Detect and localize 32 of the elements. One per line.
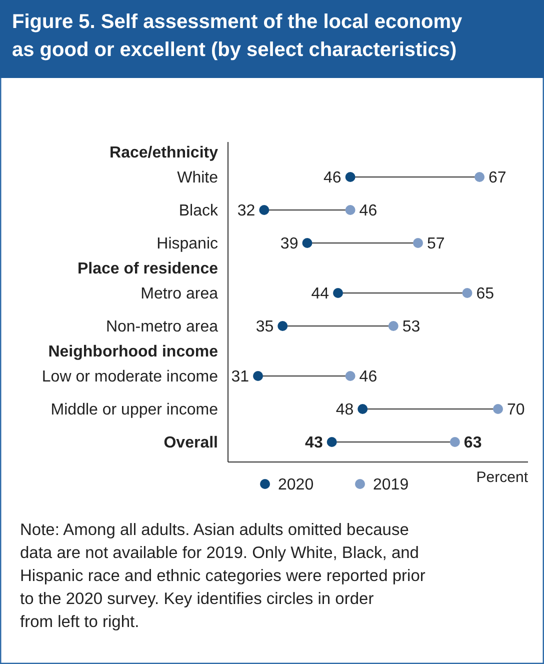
legend-label: 2020	[278, 476, 314, 494]
y-tick-label: Place of residence	[77, 260, 218, 278]
data-label: 32	[237, 202, 256, 220]
data-label: 31	[231, 368, 250, 386]
legend-label: 2019	[373, 476, 409, 494]
data-label: 46	[324, 170, 342, 187]
data-label: 35	[256, 318, 274, 336]
data-label: 48	[336, 402, 354, 419]
data-label: 46	[359, 202, 378, 220]
y-tick-label: Black	[178, 202, 219, 220]
data-label: 70	[507, 402, 525, 419]
data-label: 39	[280, 236, 298, 253]
data-label: 65	[476, 286, 494, 303]
data-label: 43	[305, 434, 323, 452]
text: Note: Among all adults. Asian adults omitted because data are not available for 2019. Only White, Black, and Hispanic race and ethnic categories were reported prior to the 2020 survey. Key identifies circles in order from left to right.	[20, 521, 426, 631]
data-label: 44	[311, 286, 330, 303]
y-tick-label: Metro area	[140, 286, 218, 303]
data-label: 67	[488, 170, 506, 187]
chart-title: Figure 5. Self assessment of the local economy as good or excellent (by select characteristics)	[12, 11, 464, 61]
y-tick-label: White	[177, 170, 218, 187]
y-tick-label: Middle or upper income	[50, 402, 218, 419]
y-tick-label: Overall	[164, 434, 218, 452]
data-label: 46	[359, 368, 378, 386]
y-tick-label: Non-metro area	[106, 318, 218, 336]
y-tick-label: Low or moderate income	[42, 368, 218, 386]
y-tick-label: Neighborhood income	[48, 344, 218, 361]
y-tick-label: Race/ethnicity	[110, 144, 218, 162]
data-label: 63	[464, 434, 482, 452]
x-axis-title: Percent	[476, 469, 529, 486]
data-label: 57	[427, 236, 445, 253]
data-label: 53	[402, 318, 420, 336]
y-tick-label: Hispanic	[156, 236, 218, 253]
